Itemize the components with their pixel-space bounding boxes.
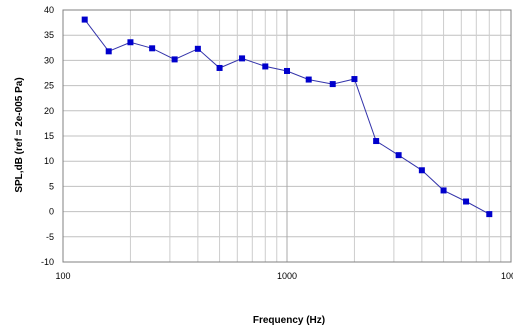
- data-point-marker: [395, 152, 402, 159]
- data-point-marker: [440, 187, 447, 194]
- data-point-marker: [127, 39, 134, 46]
- data-point-marker: [81, 16, 88, 23]
- data-point-marker: [105, 48, 112, 55]
- plot-frame: [62, 9, 512, 263]
- y-tick-label: 10: [44, 156, 54, 166]
- data-point-marker: [329, 81, 336, 88]
- y-tick-label: 25: [44, 81, 54, 91]
- y-tick-label: 5: [49, 181, 54, 191]
- data-point-marker: [351, 76, 358, 83]
- data-point-marker: [463, 198, 470, 205]
- spl-series-markers: [81, 16, 493, 218]
- data-point-marker: [373, 138, 380, 145]
- data-point-marker: [284, 67, 290, 74]
- data-point-marker: [305, 76, 312, 83]
- data-point-marker: [486, 211, 493, 218]
- y-tick-label: 40: [44, 5, 54, 15]
- x-tick-labels: 100 1000 1000: [55, 271, 513, 281]
- data-point-marker: [239, 55, 246, 62]
- y-tick-label: -10: [41, 257, 54, 267]
- y-axis-title: SPL,dB (ref = 2e-005 Pa): [14, 77, 25, 192]
- y-tick-label: 20: [44, 106, 54, 116]
- data-point-marker: [171, 56, 178, 63]
- x-tick-label: 1000: [277, 271, 297, 281]
- y-tick-label: 35: [44, 30, 54, 40]
- data-point-marker: [262, 63, 269, 70]
- x-tick-label: 1000: [501, 271, 513, 281]
- y-tick-label: -5: [46, 232, 54, 242]
- y-tick-label: 0: [49, 207, 54, 217]
- data-point-marker: [149, 45, 156, 52]
- grid-lines: [63, 9, 511, 263]
- x-tick-label: 100: [55, 271, 70, 281]
- data-point-marker: [418, 167, 425, 174]
- data-point-marker: [194, 45, 201, 52]
- y-tick-label: 15: [44, 131, 54, 141]
- y-tick-label: 30: [44, 55, 54, 65]
- x-axis-title: Frequency (Hz): [253, 315, 325, 326]
- data-point-marker: [216, 64, 223, 71]
- y-tick-labels: -10 -5 0 5 10 15 20 25 30 35 40: [41, 5, 54, 267]
